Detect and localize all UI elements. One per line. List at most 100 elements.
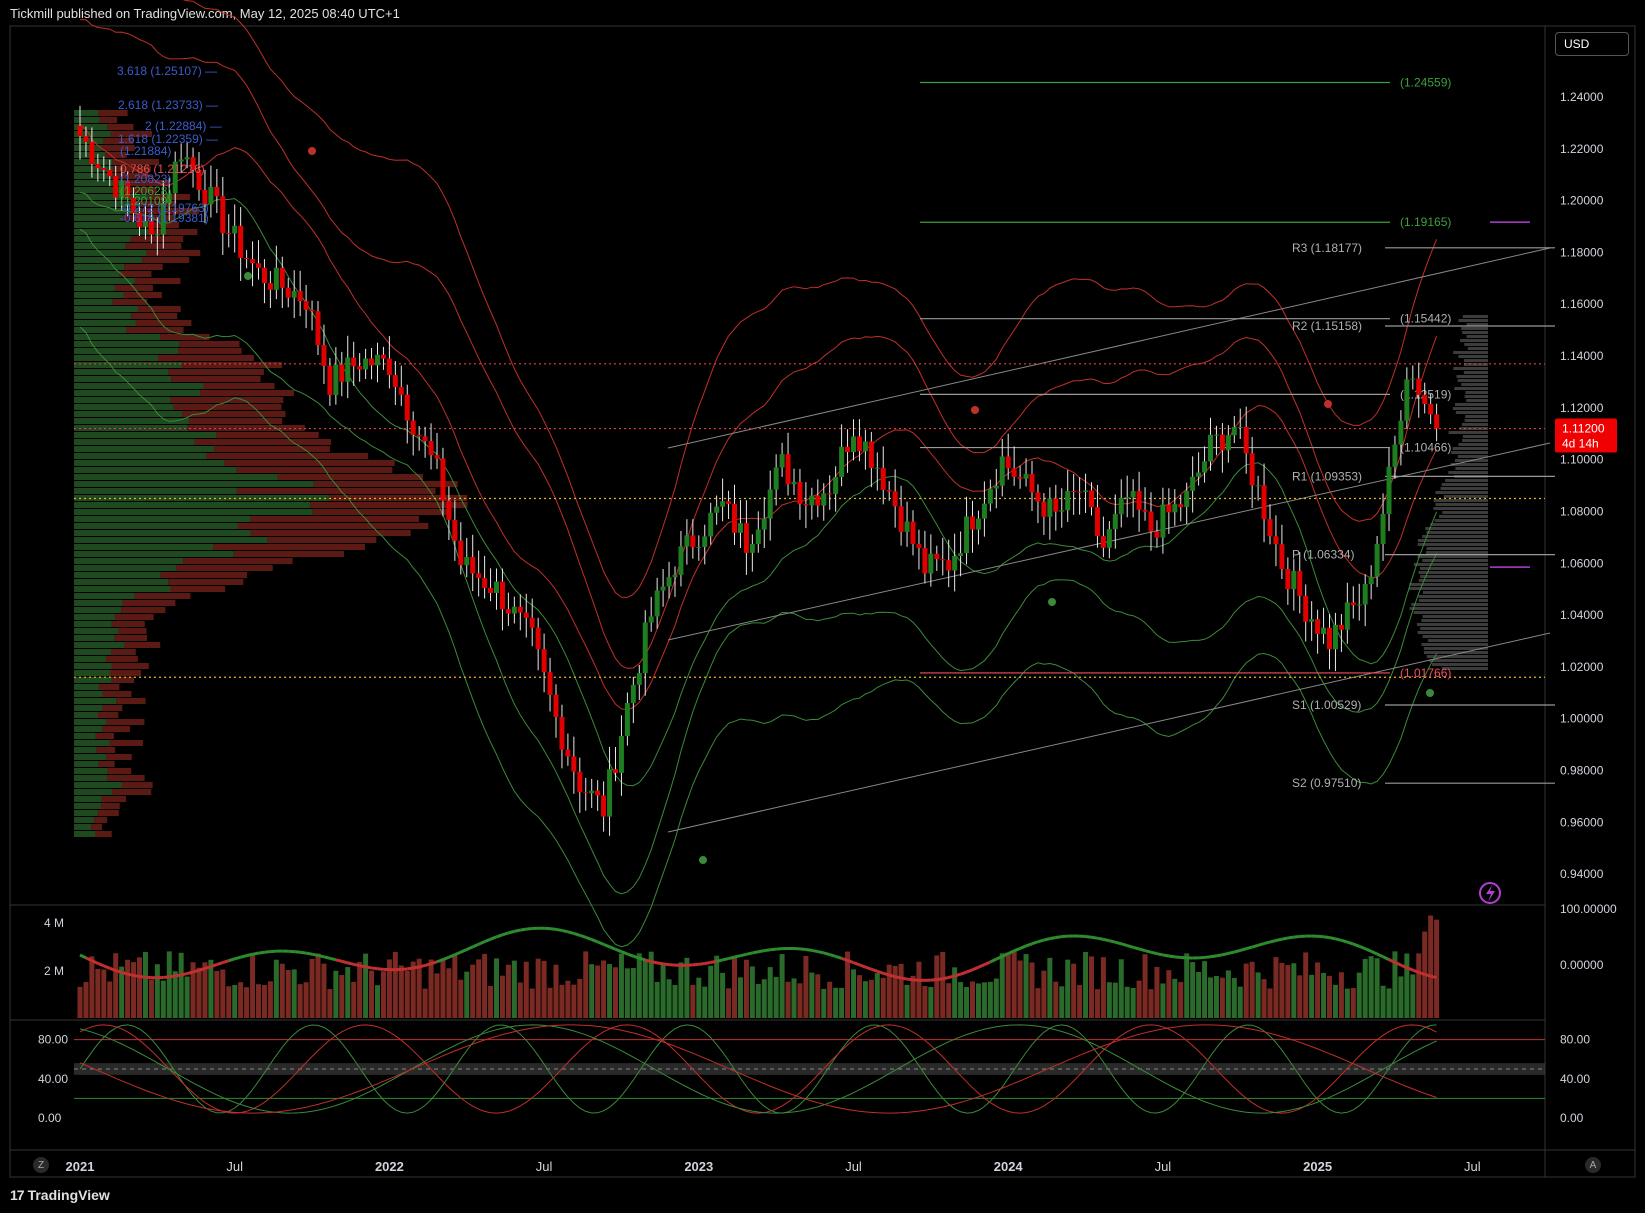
- vp-bar-red: [100, 803, 120, 809]
- vpr-bar: [1455, 403, 1488, 406]
- volume-osc-line: [294, 950, 301, 954]
- candle-body: [981, 503, 987, 519]
- candle-body: [1285, 569, 1291, 590]
- volume-bar: [916, 961, 922, 1018]
- price-tick: 1.24000: [1560, 90, 1604, 104]
- volume-osc-line: [234, 955, 242, 961]
- volume-osc-line: [1204, 955, 1211, 959]
- candle-body: [773, 467, 779, 490]
- time-tick: 2023: [684, 1159, 713, 1174]
- volume-osc-line: [740, 952, 747, 958]
- vp-bar-green: [74, 691, 103, 697]
- volume-bar: [1148, 989, 1154, 1018]
- vp-bar-red: [98, 761, 115, 767]
- vp-bar-green: [74, 670, 110, 676]
- vpr-bar: [1464, 343, 1488, 346]
- vp-bar-red: [115, 614, 154, 620]
- volume-bar: [380, 971, 386, 1018]
- vp-bar-red: [105, 152, 127, 158]
- fib-label: 2 (1.22884) —: [145, 119, 222, 133]
- candle-body: [434, 455, 440, 459]
- vp-bar-green: [74, 537, 268, 543]
- volume-osc-line: [1174, 955, 1181, 960]
- volume-osc-line: [1400, 963, 1408, 970]
- candle-body: [880, 467, 886, 490]
- candle-body: [874, 467, 880, 469]
- price-tick: 0.96000: [1560, 815, 1604, 829]
- volume-bar: [190, 962, 196, 1018]
- vpr-bar: [1417, 555, 1488, 558]
- candle-body: [892, 491, 898, 507]
- volume-bar: [1321, 972, 1327, 1018]
- volume-osc-line: [555, 927, 563, 932]
- vpr-bar: [1429, 659, 1488, 662]
- candle-body: [1338, 624, 1344, 630]
- volume-osc-tick: 100.00000: [1560, 902, 1617, 916]
- zoom-reset-button[interactable]: Z: [33, 1157, 49, 1173]
- volume-bar: [708, 965, 714, 1018]
- candle-body: [958, 553, 964, 556]
- price-tick: 1.16000: [1560, 297, 1604, 311]
- vp-bar-red: [213, 544, 365, 550]
- volume-bar: [839, 987, 845, 1018]
- vp-bar-green: [74, 810, 98, 816]
- volume-bar: [1249, 961, 1255, 1018]
- volume-bar: [577, 978, 583, 1018]
- volume-bar: [1172, 978, 1178, 1018]
- candle-body: [1136, 491, 1142, 510]
- volume-osc-line: [1085, 935, 1092, 939]
- volume-bar: [1255, 972, 1261, 1018]
- volume-osc-line: [115, 969, 123, 974]
- volume-osc-line: [1233, 948, 1241, 954]
- vp-bar-green: [74, 138, 104, 144]
- vpr-bar: [1452, 407, 1488, 410]
- volume-osc-line: [1358, 944, 1366, 951]
- volume-osc-line: [746, 951, 753, 956]
- volume-osc-line: [490, 935, 498, 941]
- volume-bar: [541, 960, 547, 1018]
- volume-osc-line: [1329, 936, 1336, 941]
- volume-osc-line: [169, 974, 176, 979]
- candle-body: [416, 434, 422, 437]
- volume-osc-line: [1335, 937, 1342, 942]
- volume-bar: [993, 978, 999, 1018]
- vp-bar-green: [74, 229, 154, 235]
- volume-osc-line: [240, 954, 247, 959]
- lightning-icon[interactable]: [1479, 882, 1501, 904]
- vp-bar-red: [187, 425, 305, 431]
- volume-bar: [148, 979, 154, 1018]
- volume-bar: [981, 982, 987, 1018]
- volume-bar: [1035, 988, 1041, 1018]
- volume-bar: [422, 988, 428, 1018]
- vp-bar-green: [74, 726, 103, 732]
- vpr-bar: [1420, 627, 1488, 630]
- volume-bar: [1142, 954, 1148, 1018]
- vp-bar-green: [74, 495, 330, 501]
- vp-bar-red: [112, 789, 152, 795]
- volume-bar: [749, 966, 755, 1018]
- vp-bar-red: [112, 159, 160, 165]
- vpr-bar: [1455, 411, 1488, 414]
- volume-bar: [505, 964, 511, 1018]
- auto-scale-button[interactable]: A: [1585, 1157, 1601, 1173]
- vpr-bar: [1413, 563, 1488, 566]
- volume-bar: [1374, 958, 1380, 1018]
- candle-body: [1202, 461, 1208, 473]
- volume-bar: [613, 967, 618, 1018]
- vp-bar-red: [112, 166, 151, 172]
- stoch-tick-right: 80.00: [1560, 1033, 1590, 1047]
- volume-osc-line: [692, 962, 699, 967]
- volume-bar: [279, 963, 285, 1018]
- candle-body: [737, 523, 743, 533]
- currency-button[interactable]: USD: [1555, 32, 1629, 56]
- volume-osc-line: [1346, 940, 1354, 946]
- vp-bar-green: [74, 817, 95, 823]
- volume-osc-line: [454, 950, 462, 957]
- vp-bar-red: [176, 565, 273, 571]
- vp-bar-red: [237, 523, 429, 529]
- candle-body: [1267, 519, 1273, 537]
- volume-bar: [1100, 957, 1106, 1018]
- candle-body: [137, 213, 142, 227]
- volume-bar: [1309, 974, 1315, 1018]
